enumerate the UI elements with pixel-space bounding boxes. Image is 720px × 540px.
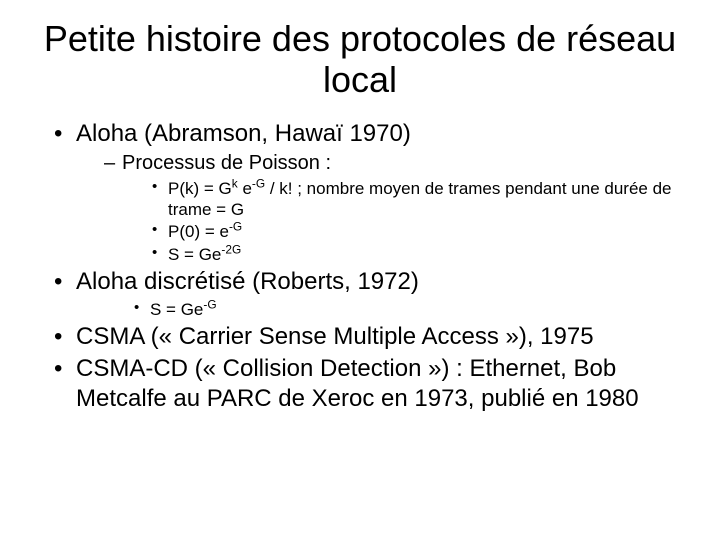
p0-pre: P(0) = e — [168, 222, 229, 241]
slide-title: Petite histoire des protocoles de réseau… — [40, 18, 680, 101]
bullet-aloha-disc-text: Aloha discrétisé (Roberts, 1972) — [76, 268, 419, 295]
slide: Petite histoire des protocoles de réseau… — [0, 0, 720, 540]
pk-pre: P(k) = G — [168, 179, 232, 198]
pk-mid1: e — [238, 179, 252, 198]
formula-s-disc: S = Ge-G — [134, 299, 680, 320]
bullet-csma: CSMA (« Carrier Sense Multiple Access »)… — [54, 322, 680, 352]
bullet-aloha-disc: Aloha discrétisé (Roberts, 1972) S = Ge-… — [54, 267, 680, 320]
bullet-csma-text: CSMA (« Carrier Sense Multiple Access »)… — [76, 323, 594, 350]
sub-poisson: Processus de Poisson : P(k) = Gk e-G / k… — [104, 151, 680, 265]
bullet-list: Aloha (Abramson, Hawaï 1970) Processus d… — [40, 119, 680, 414]
formula-pk: P(k) = Gk e-G / k! ; nombre moyen de tra… — [152, 178, 680, 221]
bullet-csma-cd: CSMA-CD (« Collision Detection ») : Ethe… — [54, 354, 680, 414]
subsub-list-disc: S = Ge-G — [76, 299, 680, 320]
s-sup: -2G — [221, 242, 241, 256]
bullet-aloha: Aloha (Abramson, Hawaï 1970) Processus d… — [54, 119, 680, 265]
subsub-list: P(k) = Gk e-G / k! ; nombre moyen de tra… — [122, 178, 680, 265]
p0-sup: -G — [229, 220, 242, 234]
sdisc-pre: S = Ge — [150, 300, 203, 319]
s-pre: S = Ge — [168, 245, 221, 264]
sdisc-sup: -G — [203, 297, 216, 311]
bullet-csma-cd-text: CSMA-CD (« Collision Detection ») : Ethe… — [76, 355, 639, 412]
sublist-aloha: Processus de Poisson : P(k) = Gk e-G / k… — [76, 151, 680, 265]
bullet-aloha-text: Aloha (Abramson, Hawaï 1970) — [76, 120, 411, 147]
sub-poisson-text: Processus de Poisson : — [122, 152, 331, 174]
formula-s: S = Ge-2G — [152, 244, 680, 265]
pk-sup2: -G — [252, 176, 265, 190]
formula-p0: P(0) = e-G — [152, 221, 680, 242]
